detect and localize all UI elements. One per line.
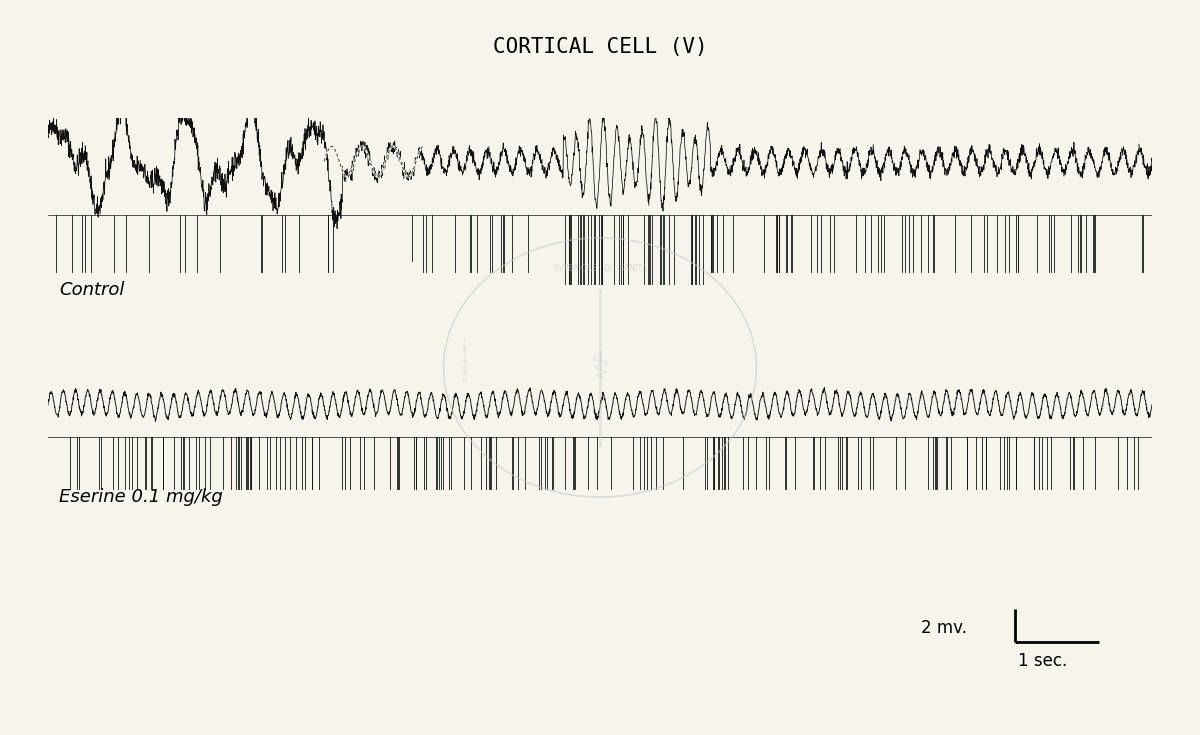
Text: Control: Control: [59, 282, 125, 299]
Text: Eserine 0.1 mg/kg: Eserine 0.1 mg/kg: [59, 487, 223, 506]
Text: 2 mv.: 2 mv.: [920, 620, 967, 637]
Text: I
S
T
I
T
V
T
O: I S T I T V T O: [461, 338, 467, 383]
Text: ⚕: ⚕: [589, 348, 611, 387]
Text: CORTICAL CELL (V): CORTICAL CELL (V): [493, 37, 707, 57]
Text: 1 sec.: 1 sec.: [1018, 652, 1067, 670]
Text: SVPERIORE   DI   SANITÀ: SVPERIORE DI SANITÀ: [553, 265, 647, 273]
